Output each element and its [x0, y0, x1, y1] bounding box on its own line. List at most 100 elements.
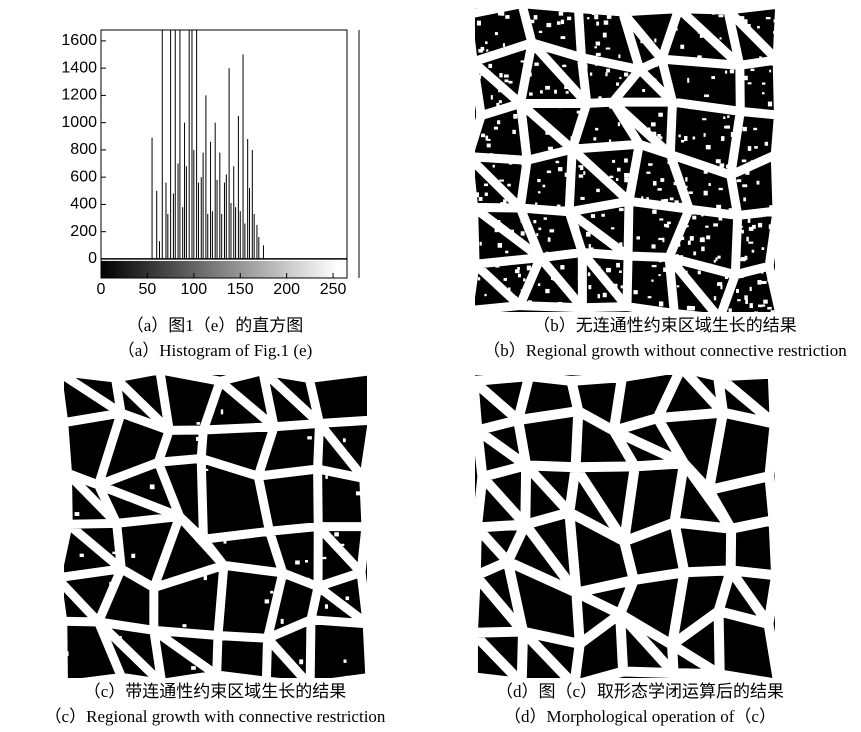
- noise: [538, 30, 543, 34]
- noise: [484, 293, 487, 297]
- noise: [684, 223, 688, 228]
- noise: [713, 223, 718, 227]
- noise: [666, 35, 670, 40]
- x-tick-label: 50: [139, 281, 157, 298]
- noise: [767, 306, 772, 310]
- noise: [567, 287, 570, 291]
- noise: [747, 146, 752, 151]
- noise: [220, 409, 224, 415]
- noise: [715, 159, 721, 164]
- noise: [580, 196, 585, 200]
- noise: [129, 497, 134, 501]
- noise: [757, 280, 762, 285]
- noise: [731, 281, 737, 285]
- noise: [658, 274, 661, 277]
- noise: [688, 106, 694, 110]
- noise: [754, 311, 758, 312]
- noise: [619, 242, 623, 247]
- noise: [524, 218, 527, 223]
- noise: [499, 289, 504, 293]
- y-tick-label: 800: [70, 141, 97, 158]
- noise: [652, 209, 657, 214]
- caption-zh: （b）无连通性约束区域生长的结果: [533, 316, 797, 335]
- noise: [115, 640, 121, 643]
- noise: [203, 575, 207, 581]
- noise: [659, 218, 664, 221]
- noise: [486, 49, 489, 52]
- noise: [677, 227, 683, 232]
- noise: [748, 267, 753, 271]
- noise: [591, 11, 595, 15]
- noise: [712, 10, 715, 15]
- noise: [720, 284, 723, 290]
- noise: [692, 215, 697, 220]
- noise: [769, 205, 773, 210]
- noise: [728, 308, 732, 312]
- noise: [706, 235, 711, 240]
- noise: [623, 19, 627, 23]
- noise: [344, 675, 349, 678]
- noise: [586, 231, 591, 237]
- noise: [539, 90, 543, 94]
- noise: [773, 172, 775, 176]
- noise: [707, 209, 713, 212]
- noise: [731, 27, 735, 31]
- noise: [484, 192, 488, 196]
- noise: [507, 183, 511, 187]
- noise: [597, 294, 601, 299]
- noise: [536, 233, 539, 237]
- noise: [685, 270, 688, 275]
- noise: [672, 261, 675, 266]
- noise: [606, 267, 611, 273]
- noise: [182, 624, 187, 628]
- noise: [704, 31, 708, 36]
- noise: [679, 263, 683, 268]
- noise: [699, 34, 703, 38]
- noise: [305, 577, 310, 583]
- noise: [618, 54, 621, 59]
- noise: [718, 187, 723, 191]
- noise: [745, 299, 748, 304]
- noise: [756, 180, 760, 185]
- noise: [494, 228, 499, 233]
- noise: [556, 204, 561, 208]
- noise: [705, 33, 710, 37]
- noise: [477, 74, 481, 79]
- noise: [651, 264, 657, 268]
- noise: [496, 120, 501, 125]
- noise: [584, 64, 588, 70]
- noise: [667, 137, 670, 141]
- noise: [721, 299, 726, 302]
- noise: [642, 88, 646, 93]
- noise: [658, 259, 662, 263]
- noise: [724, 125, 727, 129]
- noise: [614, 8, 618, 11]
- noise: [280, 618, 284, 624]
- noise: [627, 296, 632, 302]
- noise: [499, 179, 504, 182]
- noise: [503, 74, 509, 78]
- noise: [667, 161, 672, 165]
- noise: [737, 299, 741, 302]
- noise: [561, 206, 566, 210]
- noise: [699, 237, 705, 243]
- noise: [580, 165, 584, 171]
- noise: [718, 47, 722, 53]
- noise: [602, 32, 607, 38]
- x-tick-label: 0: [97, 281, 106, 298]
- noise: [761, 92, 765, 95]
- caption-zh: （c）带连通性约束区域生长的结果: [84, 682, 347, 701]
- noise: [614, 143, 620, 147]
- noise: [485, 175, 490, 178]
- noise: [513, 113, 518, 119]
- noise: [508, 160, 513, 165]
- noise: [650, 122, 656, 127]
- noise: [663, 198, 669, 202]
- noise: [497, 242, 503, 248]
- noise: [742, 126, 747, 132]
- noise: [624, 271, 630, 276]
- noise: [562, 9, 567, 13]
- noise: [696, 292, 700, 298]
- noise: [489, 153, 493, 158]
